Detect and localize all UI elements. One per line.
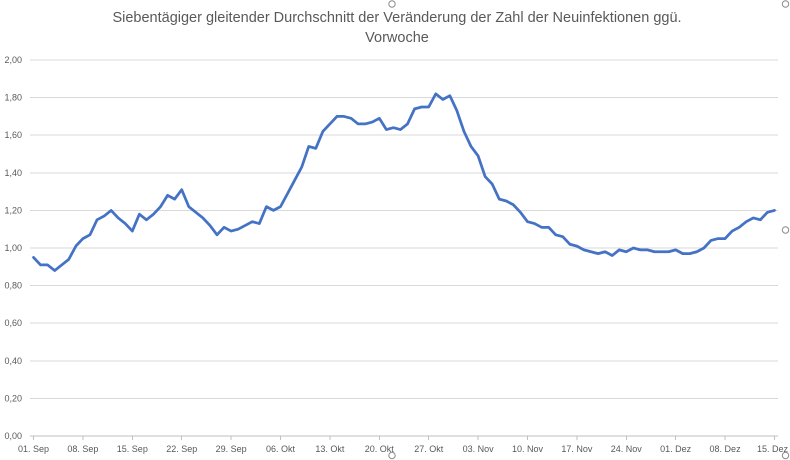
resize-handle-bottom[interactable] <box>388 451 396 460</box>
x-tick-label: 17. Nov <box>561 444 593 454</box>
series-line[interactable] <box>32 92 776 272</box>
gridlines <box>30 59 778 437</box>
y-tick-label: 1,80 <box>4 93 22 103</box>
y-tick-label: 1,60 <box>4 130 22 140</box>
chart-title: Siebentägiger gleitender Durchschnitt de… <box>112 10 682 46</box>
x-tick-label: 03. Nov <box>463 444 495 454</box>
x-tick-label: 15. Sep <box>117 444 148 454</box>
x-tick-label: 29. Sep <box>216 444 247 454</box>
x-tick-label: 08. Dez <box>710 444 742 454</box>
selection-handles[interactable] <box>388 0 790 460</box>
y-tick-label: 0,20 <box>4 393 22 403</box>
x-tick-label: 22. Sep <box>166 444 197 454</box>
x-tick-label: 01. Sep <box>18 444 49 454</box>
y-tick-label: 0,00 <box>4 431 22 441</box>
y-tick-label: 2,00 <box>4 55 22 65</box>
y-tick-label: 0,40 <box>4 356 22 366</box>
y-axis: 0,00 0,20 0,40 0,60 0,80 1,00 1,20 1,40 1,60 1,80… <box>4 55 22 441</box>
y-tick-label: 0,60 <box>4 318 22 328</box>
x-tick-label: 08. Sep <box>67 444 98 454</box>
y-tick-label: 1,00 <box>4 243 22 253</box>
resize-handle-right[interactable] <box>781 226 790 234</box>
x-tick-label: 15. Dez <box>757 444 789 454</box>
y-tick-label: 1,40 <box>4 168 22 178</box>
x-tick-label: 20. Okt <box>365 444 395 454</box>
x-tick-label: 06. Okt <box>266 444 296 454</box>
x-axis: 01. Sep 08. Sep 15. Sep 22. Sep 29. Sep 06. O… <box>18 436 788 454</box>
x-tick-label: 10. Nov <box>512 444 544 454</box>
series[interactable] <box>31 91 777 273</box>
resize-handle-top-right[interactable] <box>781 0 790 8</box>
x-tick-label: 27. Okt <box>414 444 444 454</box>
x-tick-label: 24. Nov <box>611 444 643 454</box>
resize-handle-bottom-right[interactable] <box>781 451 790 460</box>
y-tick-label: 0,80 <box>4 281 22 291</box>
y-tick-label: 1,20 <box>4 205 22 215</box>
x-tick-label: 01. Dez <box>660 444 692 454</box>
resize-handle-top[interactable] <box>388 0 396 8</box>
x-tick-label: 13. Okt <box>315 444 345 454</box>
